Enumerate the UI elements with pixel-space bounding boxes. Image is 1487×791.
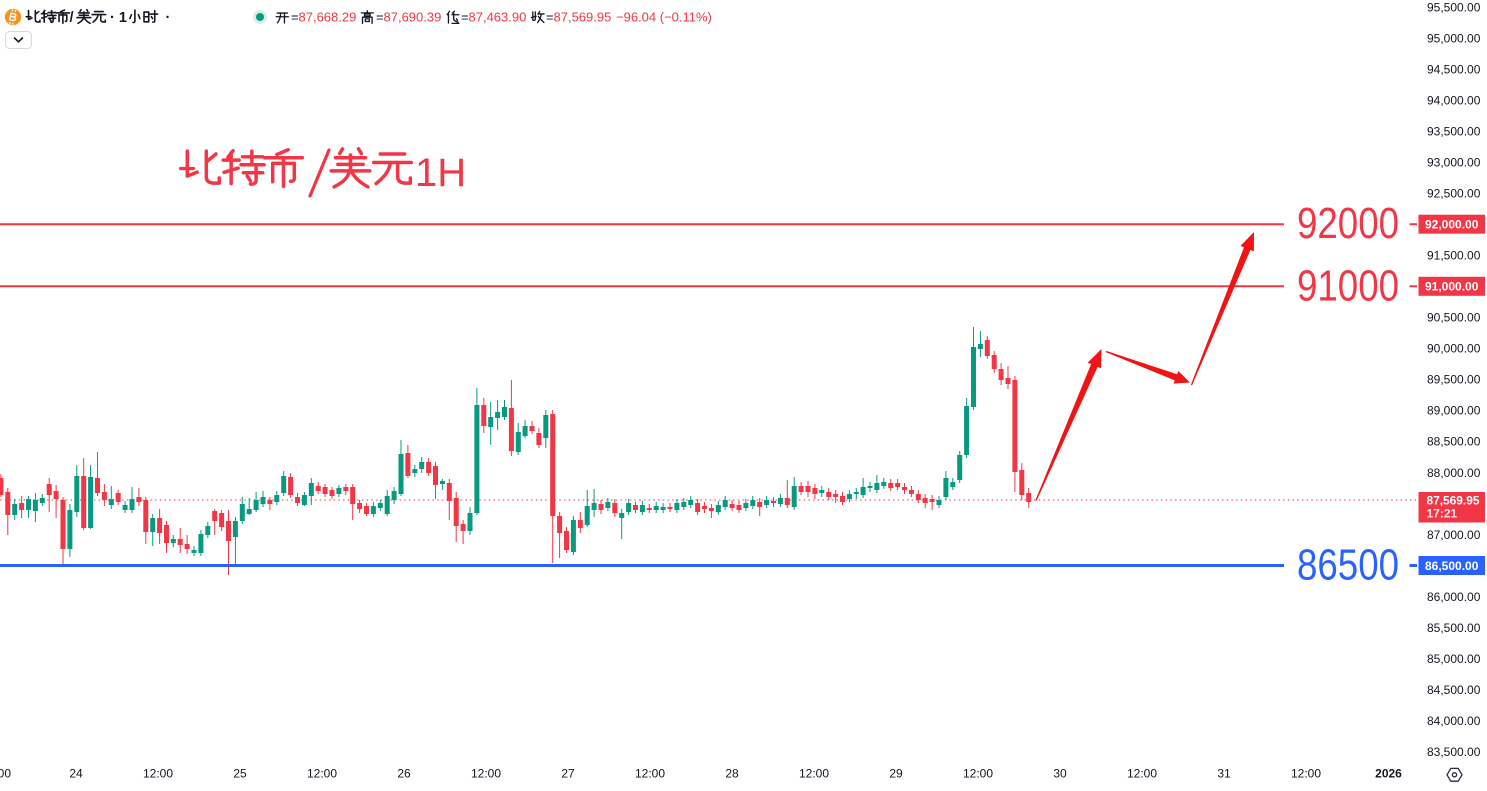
svg-text:=: = bbox=[546, 10, 554, 25]
svg-text:27: 27 bbox=[561, 767, 575, 781]
svg-text:=: = bbox=[376, 10, 384, 25]
svg-text:12:00: 12:00 bbox=[635, 767, 665, 781]
svg-text:94,500.00: 94,500.00 bbox=[1427, 62, 1481, 76]
svg-text:84,500.00: 84,500.00 bbox=[1427, 683, 1481, 697]
svg-text:87,569.95: 87,569.95 bbox=[1427, 494, 1480, 508]
svg-text:/: / bbox=[70, 10, 74, 26]
svg-text:87,668.29: 87,668.29 bbox=[299, 10, 357, 25]
svg-text:2026: 2026 bbox=[1375, 767, 1402, 781]
svg-text:28: 28 bbox=[725, 767, 739, 781]
svg-text:24: 24 bbox=[69, 767, 83, 781]
svg-text:12:00: 12:00 bbox=[799, 767, 829, 781]
svg-text:83,500.00: 83,500.00 bbox=[1427, 745, 1481, 759]
svg-text:91,000.00: 91,000.00 bbox=[1425, 280, 1479, 294]
svg-text:12:00: 12:00 bbox=[307, 767, 337, 781]
svg-text:−96.04 (−0.11%): −96.04 (−0.11%) bbox=[616, 10, 712, 25]
svg-text:· 1: · 1 bbox=[110, 10, 127, 26]
svg-text:91000: 91000 bbox=[1297, 261, 1399, 310]
svg-text:12:00: 12:00 bbox=[143, 767, 173, 781]
svg-text:89,500.00: 89,500.00 bbox=[1427, 373, 1481, 387]
svg-text:92,500.00: 92,500.00 bbox=[1427, 187, 1481, 201]
svg-text:12:00: 12:00 bbox=[1127, 767, 1157, 781]
svg-text:17:21: 17:21 bbox=[1427, 507, 1458, 521]
svg-text:87,569.95: 87,569.95 bbox=[554, 10, 612, 25]
svg-text:93,000.00: 93,000.00 bbox=[1427, 156, 1481, 170]
svg-text:92000: 92000 bbox=[1297, 199, 1399, 248]
svg-text:·: · bbox=[166, 10, 171, 26]
svg-text:85,000.00: 85,000.00 bbox=[1427, 652, 1481, 666]
svg-text:26: 26 bbox=[397, 767, 411, 781]
svg-text:85,500.00: 85,500.00 bbox=[1427, 621, 1481, 635]
svg-text:86,500.00: 86,500.00 bbox=[1425, 559, 1479, 573]
svg-text:12:00: 12:00 bbox=[471, 767, 501, 781]
svg-text:31: 31 bbox=[1217, 767, 1231, 781]
svg-text:12:00: 12:00 bbox=[1291, 767, 1321, 781]
svg-text:90,500.00: 90,500.00 bbox=[1427, 311, 1481, 325]
svg-text:91,500.00: 91,500.00 bbox=[1427, 249, 1481, 263]
svg-text:84,000.00: 84,000.00 bbox=[1427, 714, 1481, 728]
svg-text:1H: 1H bbox=[415, 151, 466, 195]
svg-text:=: = bbox=[291, 10, 299, 25]
svg-text:86500: 86500 bbox=[1297, 541, 1399, 590]
svg-text:12:00: 12:00 bbox=[963, 767, 993, 781]
svg-text:30: 30 bbox=[1053, 767, 1067, 781]
svg-text:88,500.00: 88,500.00 bbox=[1427, 435, 1481, 449]
svg-text:95,000.00: 95,000.00 bbox=[1427, 31, 1481, 45]
svg-text:89,000.00: 89,000.00 bbox=[1427, 404, 1481, 418]
svg-text:29: 29 bbox=[889, 767, 903, 781]
svg-text:90,000.00: 90,000.00 bbox=[1427, 342, 1481, 356]
svg-text:92,000.00: 92,000.00 bbox=[1425, 218, 1479, 232]
svg-text:93,500.00: 93,500.00 bbox=[1427, 124, 1481, 138]
svg-text:86,000.00: 86,000.00 bbox=[1427, 590, 1481, 604]
svg-text:94,000.00: 94,000.00 bbox=[1427, 93, 1481, 107]
svg-text:25: 25 bbox=[233, 767, 247, 781]
svg-text:87,000.00: 87,000.00 bbox=[1427, 528, 1481, 542]
svg-text:95,500.00: 95,500.00 bbox=[1427, 0, 1481, 14]
svg-text:87,690.39: 87,690.39 bbox=[384, 10, 442, 25]
svg-text:87,463.90: 87,463.90 bbox=[469, 10, 527, 25]
svg-text:12:00: 12:00 bbox=[0, 767, 11, 781]
svg-text:=: = bbox=[461, 10, 469, 25]
svg-text:88,000.00: 88,000.00 bbox=[1427, 466, 1481, 480]
